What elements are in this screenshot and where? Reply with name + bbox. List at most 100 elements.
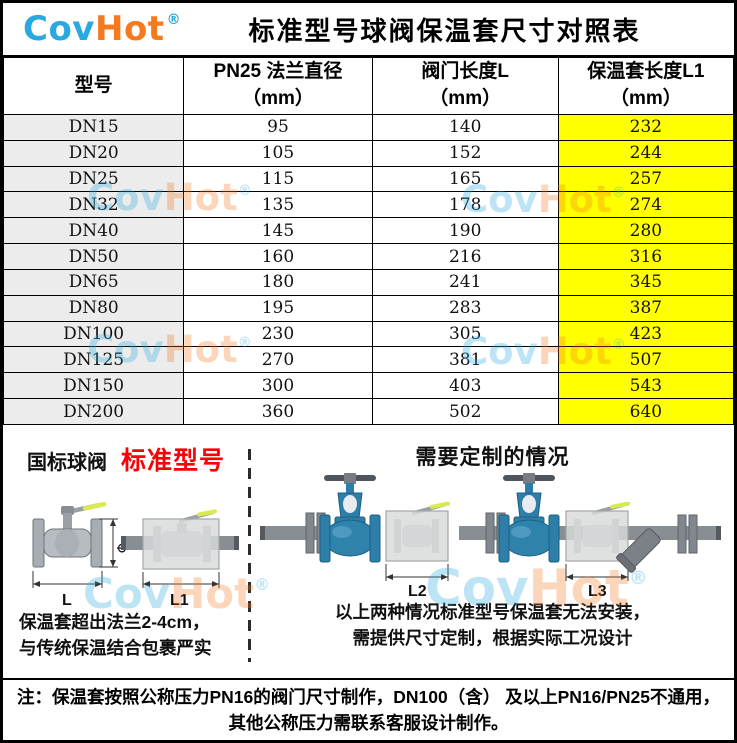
valve-length-cell: 283 (371, 294, 559, 322)
col-header-unit: （mm） (609, 88, 682, 109)
col-header-valve-length: 阀门长度L （mm） (371, 57, 559, 115)
flange-pair-b (677, 514, 697, 554)
model-cell: DN150 (3, 372, 185, 400)
valve-length-cell: 152 (371, 139, 559, 167)
model-cell: DN50 (3, 243, 185, 270)
flange-diameter-cell: 135 (183, 191, 373, 219)
left-caption-line1: 保温套超出法兰2-4cm， (19, 612, 210, 632)
cover-length-cell: 274 (557, 191, 734, 219)
logo-cov-text: Cov (23, 9, 95, 49)
model-cell: DN40 (3, 217, 185, 245)
cover-length-cell: 387 (557, 294, 734, 322)
flange-diameter-cell: 180 (183, 268, 373, 296)
insulated-valve-a (384, 501, 450, 562)
note-section: 注：保温套按照公称压力PN16的阀门尺寸制作，DN100（含） 及以上PN16/… (3, 677, 734, 741)
page-title: 标准型号球阀保温套尺寸对照表 (248, 15, 641, 46)
col-header-unit: （mm） (429, 88, 502, 109)
model-cell: DN15 (3, 114, 185, 141)
custom-cases-title: 需要定制的情况 (415, 446, 570, 469)
cover-length-cell: 640 (557, 398, 734, 425)
standard-model-label: 标准型号 (121, 447, 226, 475)
left-caption: 保温套超出法兰2-4cm， 与传统保温结合包裹严实 (3, 609, 248, 662)
insulated-valve-b (564, 501, 630, 562)
table-row: DN125 270 381 507 (3, 346, 734, 374)
insulation-cover-box (142, 518, 220, 570)
insulated-ball-valve-illustration (121, 509, 239, 570)
right-caption-line1: 以上两种情况标准型号保温套无法安装， (335, 602, 650, 622)
model-cell: DN25 (3, 165, 185, 193)
model-cell: DN80 (3, 294, 185, 322)
flange-diameter-cell: 160 (183, 243, 373, 270)
flange-diameter-cell: 145 (183, 217, 373, 245)
table-row: DN32 135 178 274 (3, 191, 734, 219)
flange-diameter-cell: 115 (183, 165, 373, 193)
left-panel-titles: 国标球阀 标准型号 (3, 441, 248, 477)
flange-diameter-cell: 230 (183, 320, 373, 348)
valve-length-cell: 178 (371, 191, 559, 219)
table-row: DN80 195 283 387 (3, 294, 734, 322)
table-row: DN25 115 165 257 (3, 165, 734, 193)
table-body: DN15 95 140 232 DN20 105 152 244 DN25 115 165 257 DN… (3, 114, 734, 425)
header-bar: CovHot ® 标准型号球阀保温套尺寸对照表 (3, 3, 734, 57)
flange-diameter-cell: 95 (183, 114, 373, 141)
col-header-flange-diameter: PN25 法兰直径 （mm） (183, 57, 373, 115)
dim-l3-label: L3 (588, 583, 607, 599)
standard-valve-diagram: Φ L (32, 501, 239, 609)
dim-l1-label: L1 (170, 592, 189, 609)
l3-dimension-lines (565, 564, 628, 581)
covhot-logo: CovHot ® (23, 12, 181, 46)
right-caption-line2: 需提供尺寸定制，根据实际工况设计 (352, 628, 633, 649)
y-strainer-illustration (615, 528, 661, 573)
valve-length-cell: 140 (371, 114, 559, 141)
table-row: DN20 105 152 244 (3, 139, 734, 167)
table-row: DN100 230 305 423 (3, 320, 734, 348)
flange-diameter-cell: 105 (183, 139, 373, 167)
table-row: DN15 95 140 232 (3, 114, 734, 141)
insulation-cover-box (384, 510, 449, 562)
dim-l2-label: L2 (408, 583, 427, 599)
cover-length-cell: 543 (557, 372, 734, 400)
valve-length-cell: 241 (371, 268, 559, 296)
cover-length-cell: 345 (557, 268, 734, 296)
national-standard-label: 国标球阀 (27, 452, 107, 474)
registered-trademark-icon: ® (166, 12, 182, 28)
cover-length-cell: 257 (557, 165, 734, 193)
model-cell: DN200 (3, 398, 185, 425)
model-cell: DN65 (3, 268, 185, 296)
valve-length-cell: 216 (371, 243, 559, 270)
globe-valve-assembly-a (259, 473, 380, 563)
table-row: DN150 300 403 543 (3, 372, 734, 400)
table-row: DN50 160 216 316 (3, 243, 734, 270)
table-header-row: 型号 PN25 法兰直径 （mm） 阀门长度L （mm） 保温套长度L1 （mm… (3, 57, 734, 115)
model-cell: DN100 (3, 320, 185, 348)
col-header-cover-length: 保温套长度L1 （mm） (557, 57, 734, 115)
custom-cases-diagram: L2 (259, 473, 721, 599)
flange-diameter-cell: 300 (183, 372, 373, 400)
cover-length-cell: 423 (557, 320, 734, 348)
cover-length-cell: 280 (557, 217, 734, 245)
insulation-cover-box (564, 510, 629, 562)
l2-dimension-lines (385, 564, 448, 581)
model-cell: DN20 (3, 139, 185, 167)
logo-hot-text: Hot (94, 9, 165, 49)
col-header-label: 阀门长度L (421, 61, 509, 83)
standard-model-panel: 国标球阀 标准型号 (3, 425, 248, 678)
valve-length-cell: 190 (371, 217, 559, 245)
dimension-table: 型号 PN25 法兰直径 （mm） 阀门长度L （mm） 保温套长度L1 （mm… (3, 57, 734, 425)
l-dimension-lines (32, 571, 103, 588)
diagram-section: 国标球阀 标准型号 (3, 425, 734, 678)
flange-diameter-cell: 270 (183, 346, 373, 374)
left-caption-line2: 与传统保温结合包裹严实 (19, 638, 212, 659)
col-header-label: 保温套长度L1 (587, 61, 705, 83)
valve-length-cell: 165 (371, 165, 559, 193)
col-header-label: 型号 (74, 74, 113, 96)
model-cell: DN125 (3, 346, 185, 374)
l1-dimension-lines (142, 572, 220, 588)
cover-length-cell: 232 (557, 114, 734, 141)
valve-length-cell: 502 (371, 398, 559, 425)
right-caption: 以上两种情况标准型号保温套无法安装， 需提供尺寸定制，根据实际工况设计 (335, 599, 650, 652)
custom-cases-panel: 需要定制的情况 (251, 425, 734, 678)
ball-valve-illustration (32, 501, 107, 568)
valve-length-cell: 381 (371, 346, 559, 374)
